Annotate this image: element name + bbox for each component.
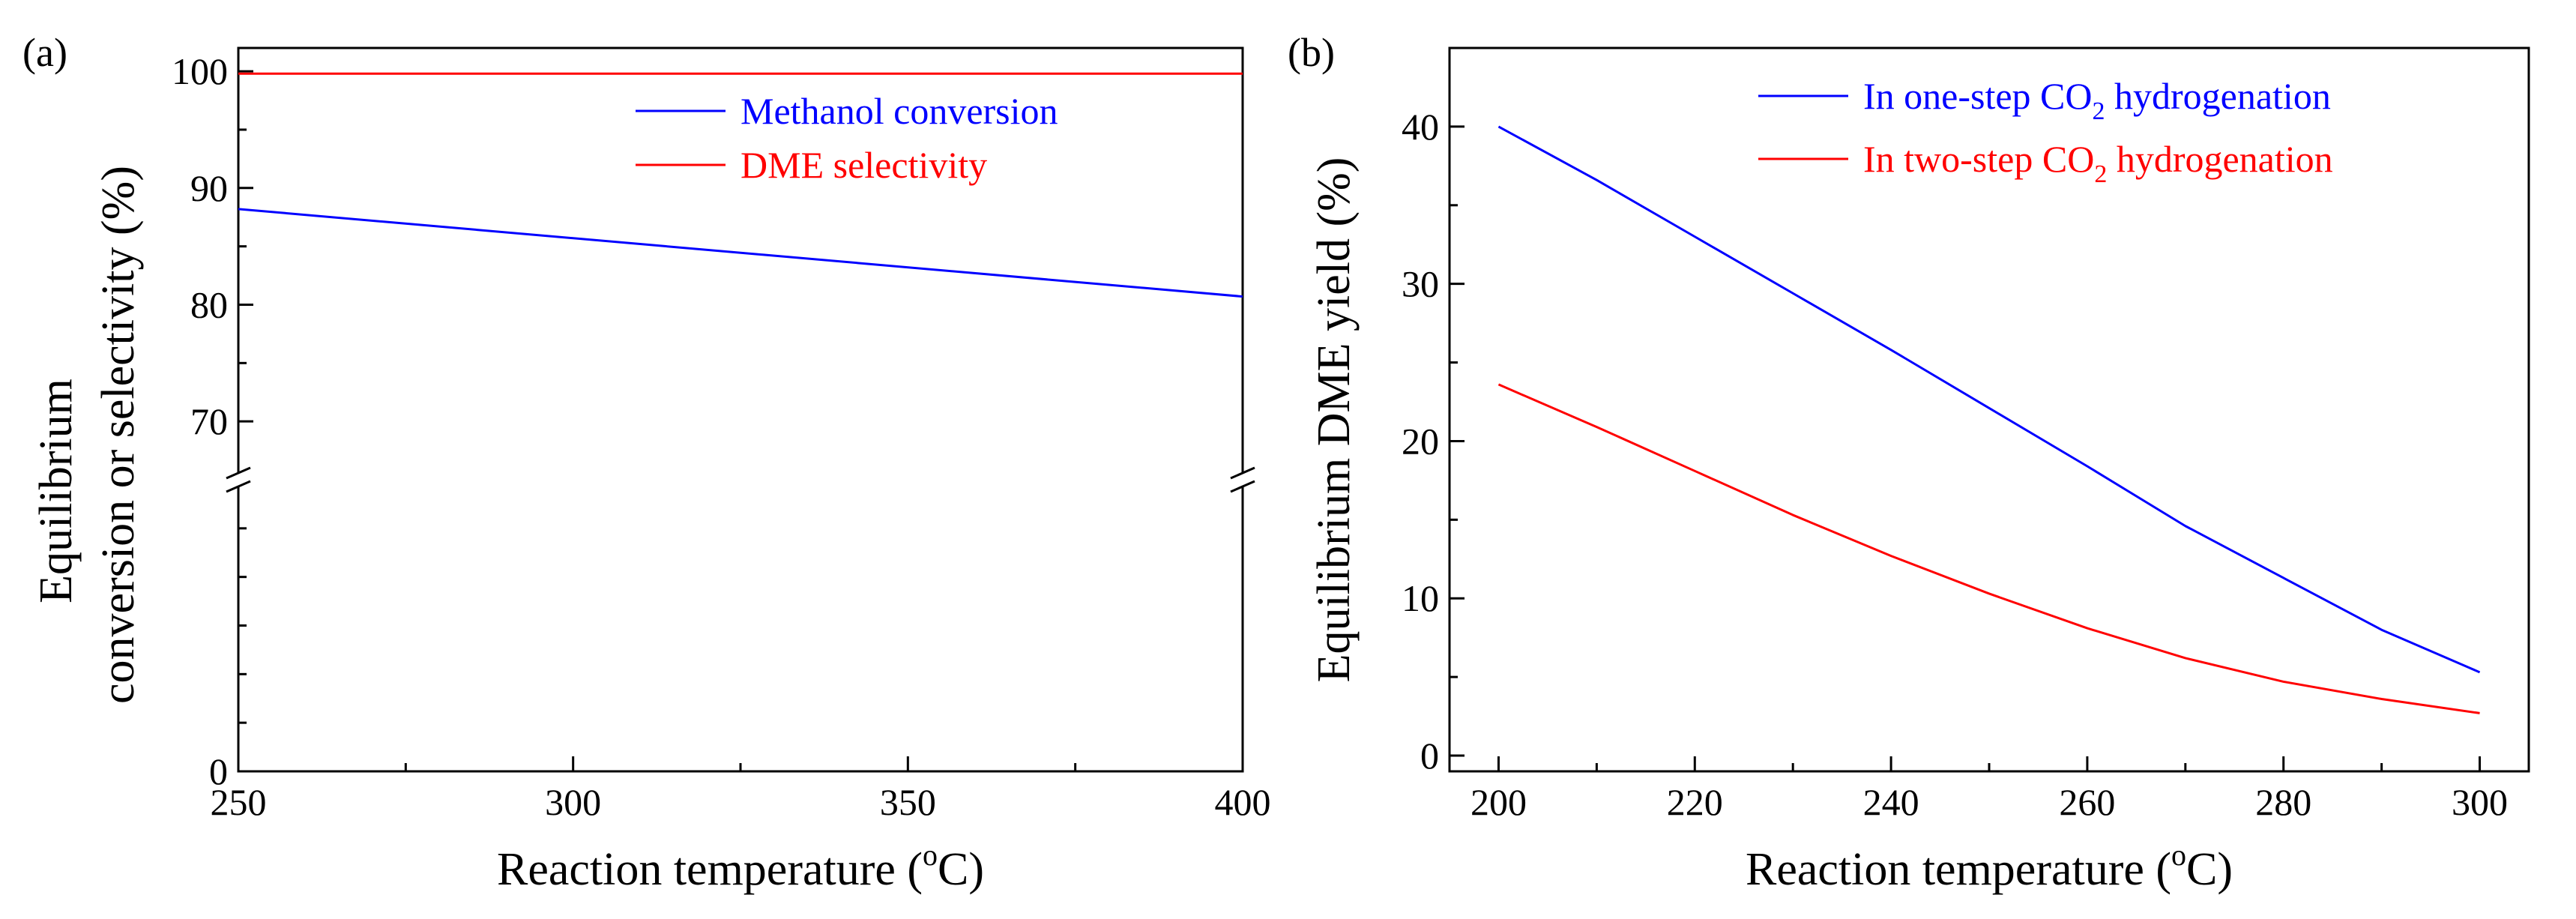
x-tick-label: 200: [1471, 781, 1527, 823]
x-tick-label: 220: [1667, 781, 1723, 823]
series-line-one-step: [1497, 125, 2481, 674]
legend-label-two-step: In two-step CO2 hydrogenation: [1863, 138, 2333, 188]
panel-a-xlabel: Reaction temperature (oC): [497, 838, 984, 895]
panel-a-frame: [237, 46, 1244, 773]
x-tick-label: 250: [211, 781, 267, 823]
x-tick-label: 350: [880, 781, 936, 823]
y-tick-label: 90: [190, 167, 228, 209]
panel-a-ylabel-line1: Equilibrium: [31, 379, 82, 603]
panel-b: (b) 200 220 240 260 280 300 0 10 20 30 40 Reaction…: [1288, 30, 2530, 895]
y-tick-label: 20: [1402, 420, 1439, 462]
x-tick-label: 240: [1863, 781, 1919, 823]
series-line-two-step: [1497, 383, 2480, 714]
x-tick-label: 300: [2452, 781, 2508, 823]
y-tick-label: 0: [1420, 735, 1439, 777]
x-tick-label: 260: [2059, 781, 2115, 823]
axis-break-marks: [226, 466, 1255, 493]
panel-a: (a) 250 300 350 400 0 70 80 90 100 Reaction temp…: [22, 30, 1271, 895]
panel-label-a: (a): [22, 30, 67, 75]
y-tick-label: 100: [172, 50, 228, 92]
y-tick-label: 70: [190, 400, 228, 442]
y-tick-label: 80: [190, 283, 228, 325]
panel-a-ticks: 250 300 350 400 0 70 80 90 100: [172, 50, 1271, 823]
y-tick-label: 30: [1402, 263, 1439, 305]
series-line-methanol-conversion: [238, 208, 1243, 298]
panel-b-xlabel: Reaction temperature (oC): [1746, 838, 2233, 895]
panel-b-series: [1497, 125, 2481, 714]
panel-label-b: (b): [1288, 30, 1335, 75]
panel-a-legend: Methanol conversion DME selectivity: [636, 90, 1058, 186]
x-tick-label: 300: [545, 781, 601, 823]
panel-b-frame: [1448, 46, 2530, 773]
panel-a-ylabel-line2: conversion or selectivity (%): [93, 166, 144, 704]
y-tick-label: 0: [209, 750, 228, 792]
x-tick-label: 280: [2255, 781, 2311, 823]
legend-label-dme-selectivity: DME selectivity: [740, 144, 987, 186]
panel-b-ticks: 200 220 240 260 280 300 0 10 20 30 40: [1402, 106, 2508, 823]
panel-a-series: [238, 72, 1243, 298]
panel-b-legend: In one-step CO2 hydrogenation In two-ste…: [1758, 75, 2333, 188]
panel-b-ylabel: Equilibrium DME yield (%): [1309, 157, 1360, 683]
legend-label-methanol-conversion: Methanol conversion: [740, 90, 1058, 132]
axis-break-mark: [1230, 466, 1255, 480]
x-tick-label: 400: [1215, 781, 1271, 823]
y-tick-label: 40: [1402, 106, 1439, 148]
y-tick-label: 10: [1402, 577, 1439, 619]
axis-break-mark: [226, 466, 251, 480]
axis-break-mark: [226, 480, 251, 493]
legend-label-one-step: In one-step CO2 hydrogenation: [1863, 75, 2331, 125]
axis-break-mark: [1230, 480, 1255, 493]
